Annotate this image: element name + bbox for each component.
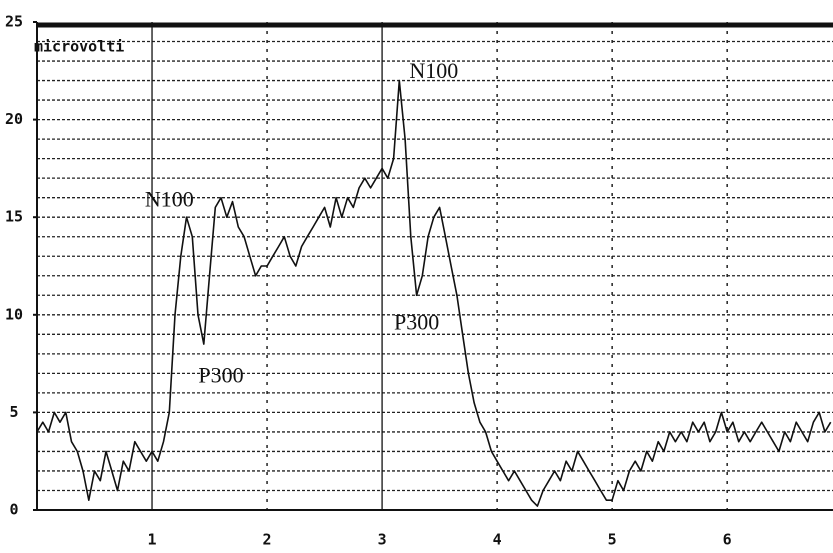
y-tick-label: 10 xyxy=(5,305,23,323)
y-tick-label: 5 xyxy=(9,403,18,421)
x-tick-label: 6 xyxy=(723,531,732,549)
y-tick-label: 0 xyxy=(9,501,18,519)
annotation: P300 xyxy=(394,310,439,335)
signal-line xyxy=(36,79,832,507)
x-tick-label: 4 xyxy=(493,531,502,549)
x-tick-label: 3 xyxy=(378,531,387,549)
y-tick-label: 15 xyxy=(5,208,23,226)
annotation: N100 xyxy=(145,187,194,212)
x-tick-label: 5 xyxy=(608,531,617,549)
x-tick-label: 2 xyxy=(263,531,272,549)
x-tick-label: 1 xyxy=(148,531,157,549)
y-axis-label: microvolti xyxy=(34,38,124,56)
y-tick-label: 25 xyxy=(5,13,23,31)
y-tick-label: 20 xyxy=(5,110,23,128)
annotation: N100 xyxy=(409,58,458,83)
annotation: P300 xyxy=(198,362,243,387)
